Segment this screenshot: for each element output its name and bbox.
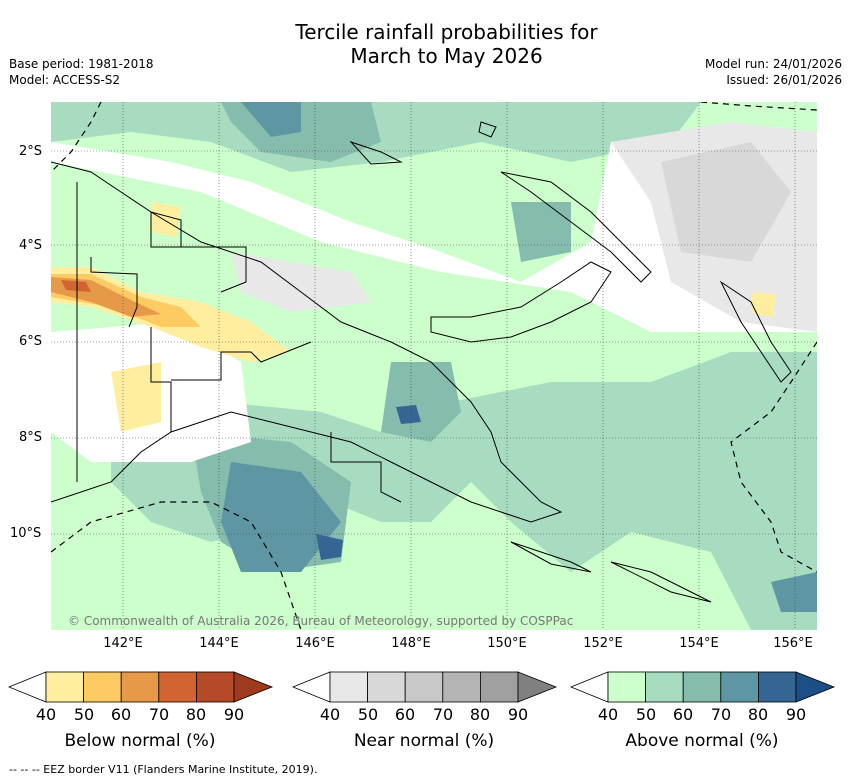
colorbar-near bbox=[292, 671, 558, 703]
colorbar-above-label: Above normal (%) bbox=[625, 731, 779, 751]
cbar-near-tick: 80 bbox=[469, 705, 491, 724]
model-name: Model: ACCESS-S2 bbox=[9, 73, 121, 87]
above-80-south-west bbox=[316, 534, 343, 560]
colorbar-extend-high bbox=[795, 671, 836, 703]
lon-label-146e: 146°E bbox=[295, 636, 335, 651]
cbar-below-tick: 80 bbox=[185, 705, 207, 724]
cbar-above-tick: 60 bbox=[672, 705, 694, 724]
cbar-above-tick: 70 bbox=[710, 705, 732, 724]
below-40-southwest bbox=[111, 362, 161, 432]
colorbar-near-label: Near normal (%) bbox=[353, 731, 495, 751]
map-title: Tercile rainfall probabilities for March… bbox=[0, 20, 850, 68]
above-60-east bbox=[511, 202, 571, 262]
copyright-credit: © Commonwealth of Australia 2026, Bureau… bbox=[68, 614, 574, 628]
colorbar-segment bbox=[607, 671, 646, 703]
lat-label-8s: 8°S bbox=[19, 430, 43, 445]
cbar-below-tick: 50 bbox=[73, 705, 95, 724]
base-period: Base period: 1981-2018 bbox=[9, 57, 154, 71]
colorbar-extend-high bbox=[517, 671, 558, 703]
colorbar-below bbox=[8, 671, 274, 703]
colorbar-segment bbox=[329, 671, 368, 703]
near-normal-white bbox=[51, 132, 817, 332]
meta-right: Model run: 24/01/2026 Issued: 26/01/2026 bbox=[705, 56, 842, 88]
above-70-east bbox=[771, 572, 817, 612]
colorbar-segment bbox=[45, 671, 84, 703]
above-50-south bbox=[111, 352, 817, 630]
colorbar-segment bbox=[720, 671, 759, 703]
colorbar-segment bbox=[479, 671, 519, 703]
lon-label-154e: 154°E bbox=[679, 636, 719, 651]
cbar-below-tick: 70 bbox=[148, 705, 170, 724]
cbar-near-tick: 90 bbox=[507, 705, 529, 724]
below-70-west bbox=[61, 280, 91, 292]
near-50-east bbox=[661, 142, 791, 262]
title-line-1: Tercile rainfall probabilities for bbox=[295, 20, 598, 44]
cbar-above-tick: 40 bbox=[597, 705, 619, 724]
model-run: Model run: 24/01/2026 bbox=[704, 57, 842, 71]
colorbar-extend-low bbox=[570, 671, 609, 703]
colorbar-segment bbox=[682, 671, 722, 703]
cbar-below-tick: 60 bbox=[110, 705, 132, 724]
province-borders bbox=[76, 182, 402, 503]
colorbar-below-label: Below normal (%) bbox=[64, 731, 216, 751]
map-svg bbox=[51, 102, 817, 630]
colorbar-extend-low bbox=[8, 671, 47, 703]
eez-legend: -- -- -- EEZ border V11 (Flanders Marine… bbox=[9, 763, 318, 776]
lat-label-4s: 4°S bbox=[19, 238, 43, 253]
map-panel bbox=[51, 102, 817, 630]
colorbar-extend-high bbox=[233, 671, 274, 703]
lon-label-144e: 144°E bbox=[199, 636, 239, 651]
colorbar-segment bbox=[757, 671, 797, 703]
colorbar-segment bbox=[645, 671, 684, 703]
cbar-near-tick: 70 bbox=[432, 705, 454, 724]
colorbar-segment bbox=[195, 671, 235, 703]
coastline bbox=[51, 121, 792, 603]
eez-borders bbox=[51, 102, 817, 630]
graticule bbox=[51, 102, 817, 630]
cbar-above-tick: 80 bbox=[747, 705, 769, 724]
above-80-central bbox=[396, 405, 421, 424]
above-70-north bbox=[241, 102, 301, 137]
lon-label-150e: 150°E bbox=[487, 636, 527, 651]
below-40-north bbox=[151, 202, 181, 237]
cbar-below-tick: 90 bbox=[223, 705, 245, 724]
lon-label-148e: 148°E bbox=[391, 636, 431, 651]
colorbar-segment bbox=[158, 671, 197, 703]
cbar-near-tick: 50 bbox=[357, 705, 379, 724]
lon-label-152e: 152°E bbox=[583, 636, 623, 651]
lon-label-156e: 156°E bbox=[773, 636, 813, 651]
lat-label-10s: 10°S bbox=[10, 526, 42, 541]
lon-label-142e: 142°E bbox=[103, 636, 143, 651]
near-40-central bbox=[231, 252, 371, 312]
lat-label-6s: 6°S bbox=[19, 334, 43, 349]
colorbar-segment bbox=[367, 671, 406, 703]
cbar-near-tick: 60 bbox=[394, 705, 416, 724]
lat-label-2s: 2°S bbox=[19, 144, 43, 159]
cbar-above-tick: 90 bbox=[785, 705, 807, 724]
colorbar-segment bbox=[404, 671, 444, 703]
meta-left: Base period: 1981-2018 Model: ACCESS-S2 bbox=[9, 56, 154, 88]
cbar-near-tick: 40 bbox=[319, 705, 341, 724]
colorbar-extend-low bbox=[292, 671, 331, 703]
cbar-below-tick: 40 bbox=[35, 705, 57, 724]
title-line-2: March to May 2026 bbox=[350, 44, 543, 68]
colorbar-segment bbox=[120, 671, 160, 703]
issued-date: Issued: 26/01/2026 bbox=[726, 73, 842, 87]
colorbar-segment bbox=[83, 671, 122, 703]
above-70-south-west bbox=[221, 462, 341, 572]
colorbar-above bbox=[570, 671, 836, 703]
below-40-east bbox=[751, 292, 776, 317]
colorbar-segment bbox=[442, 671, 481, 703]
cbar-above-tick: 50 bbox=[635, 705, 657, 724]
